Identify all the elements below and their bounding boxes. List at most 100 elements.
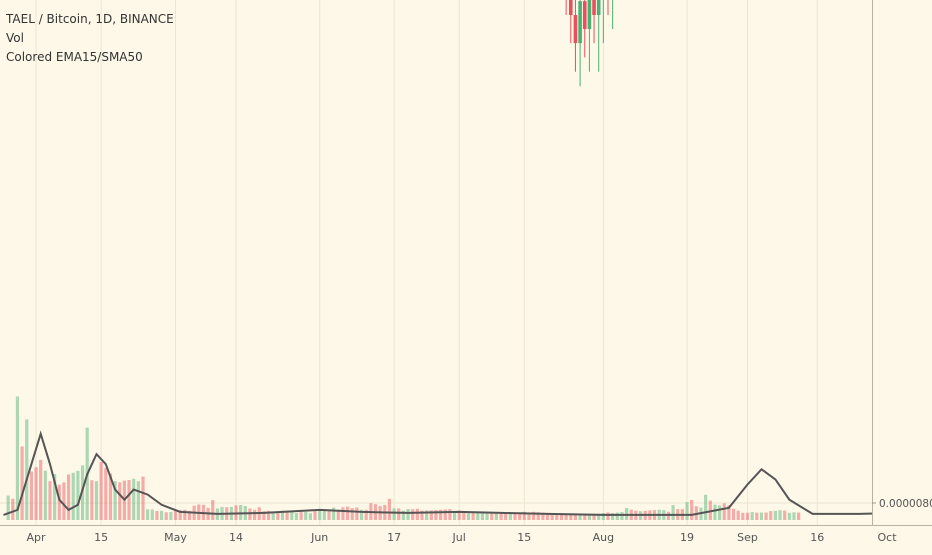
x-tick-label: Sep bbox=[737, 531, 758, 544]
candle-body bbox=[587, 0, 592, 29]
chart-legend: TAEL / Bitcoin, 1D, BINANCE Vol Colored … bbox=[6, 10, 174, 67]
symbol-title: TAEL / Bitcoin, 1D, BINANCE bbox=[6, 12, 174, 26]
x-tick-label: May bbox=[164, 531, 187, 544]
volume-bar bbox=[741, 512, 745, 520]
volume-bar bbox=[318, 509, 322, 520]
volume-bar bbox=[773, 510, 777, 520]
volume-bar bbox=[29, 471, 33, 520]
volume-bar bbox=[299, 512, 303, 520]
indicator-label: Colored EMA15/SMA50 bbox=[6, 50, 143, 64]
volume-bar bbox=[104, 467, 108, 520]
volume-bar bbox=[587, 513, 591, 520]
volume-bar bbox=[578, 513, 582, 520]
volume-layer bbox=[6, 396, 801, 520]
volume-bar bbox=[685, 502, 689, 520]
volume-bar bbox=[727, 505, 731, 520]
volume-bar bbox=[20, 446, 24, 520]
volume-bar bbox=[708, 500, 712, 520]
x-tick-label: Oct bbox=[877, 531, 897, 544]
volume-bar bbox=[592, 513, 596, 520]
candle-body bbox=[569, 0, 573, 15]
volume-bar bbox=[718, 505, 722, 520]
volume-label: Vol bbox=[6, 31, 24, 45]
indicator-layer bbox=[3, 430, 897, 516]
volume-bar bbox=[448, 509, 452, 520]
volume-bar bbox=[6, 495, 10, 520]
volume-bar bbox=[364, 509, 368, 520]
x-tick-label: Aug bbox=[593, 531, 614, 544]
volume-bar bbox=[160, 510, 164, 520]
volume-bar bbox=[15, 396, 20, 520]
volume-bar bbox=[457, 510, 461, 520]
volume-bar bbox=[792, 512, 796, 520]
candle-body bbox=[573, 15, 578, 44]
volume-bar bbox=[797, 512, 801, 520]
volume-bar bbox=[532, 511, 536, 520]
volume-bar bbox=[769, 511, 773, 520]
volume-bar bbox=[527, 512, 531, 520]
volume-bar bbox=[559, 514, 564, 520]
volume-bar bbox=[355, 507, 359, 520]
volume-bar bbox=[346, 506, 350, 520]
volume-bar bbox=[522, 511, 526, 520]
volume-bar bbox=[420, 510, 424, 520]
volume-bar bbox=[750, 512, 754, 520]
volume-bar bbox=[155, 510, 159, 520]
volume-bar bbox=[271, 513, 275, 520]
volume-bar bbox=[48, 481, 52, 520]
volume-bar bbox=[745, 512, 750, 520]
volume-bar bbox=[322, 509, 326, 520]
volume-bar bbox=[266, 510, 271, 520]
volume-bar bbox=[425, 510, 429, 520]
volume-bar bbox=[601, 513, 605, 520]
volume-bar bbox=[308, 513, 312, 520]
volume-bar bbox=[136, 481, 140, 520]
volume-bar bbox=[248, 508, 252, 520]
volume-bar bbox=[471, 512, 475, 520]
volume-bar bbox=[573, 513, 578, 520]
x-tick-label: 17 bbox=[387, 531, 401, 544]
grid-layer bbox=[0, 0, 888, 525]
volume-bar bbox=[764, 512, 768, 520]
x-tick-label: 15 bbox=[94, 531, 108, 544]
volume-bar bbox=[755, 512, 759, 520]
volume-bar bbox=[555, 513, 559, 520]
volume-bar bbox=[150, 509, 154, 520]
x-tick-label: 15 bbox=[517, 531, 531, 544]
volume-bar bbox=[262, 511, 266, 520]
volume-bar bbox=[494, 513, 498, 520]
candle-body bbox=[582, 1, 587, 29]
volume-bar bbox=[253, 509, 257, 520]
volume-bar bbox=[550, 513, 554, 520]
volume-bar bbox=[392, 508, 396, 520]
volume-bar bbox=[443, 509, 447, 520]
volume-bar bbox=[569, 513, 573, 520]
volume-bar bbox=[671, 505, 675, 520]
volume-bar bbox=[276, 513, 280, 520]
volume-bar bbox=[401, 510, 405, 520]
volume-bar bbox=[178, 510, 182, 520]
volume-bar bbox=[508, 513, 512, 520]
volume-bar bbox=[759, 512, 764, 520]
volume-bar bbox=[211, 500, 215, 520]
volume-bar bbox=[341, 507, 345, 520]
volume-bar bbox=[53, 473, 57, 520]
volume-bar bbox=[429, 510, 433, 520]
x-tick-label: Apr bbox=[27, 531, 47, 544]
volume-bar bbox=[611, 513, 615, 520]
volume-bar bbox=[513, 512, 517, 520]
volume-bar bbox=[490, 512, 494, 520]
volume-bar bbox=[173, 509, 178, 520]
volume-bar bbox=[39, 459, 43, 520]
volume-bar bbox=[183, 509, 187, 520]
volume-bar bbox=[57, 484, 61, 520]
volume-bar bbox=[411, 509, 415, 520]
x-tick-label: 14 bbox=[229, 531, 243, 544]
price-axis-panel bbox=[872, 0, 932, 550]
volume-bar bbox=[704, 494, 708, 520]
volume-bar bbox=[359, 509, 364, 520]
y-tick-label: 0.00000800 bbox=[879, 498, 932, 510]
